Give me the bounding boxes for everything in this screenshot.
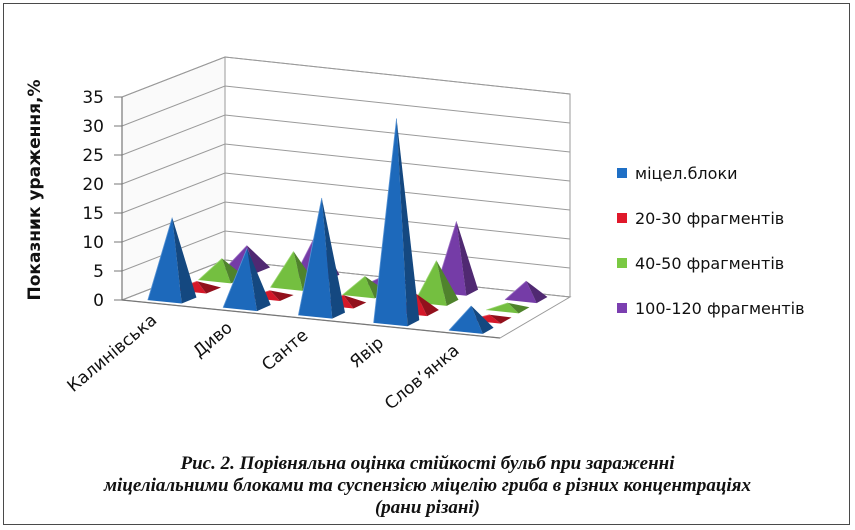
figure-frame	[3, 3, 850, 525]
y-tick-label: 5	[93, 262, 104, 282]
pyramid-bar	[373, 118, 420, 327]
pyramid-front-face	[270, 251, 303, 291]
pyramid-side-face	[396, 118, 420, 327]
pyramid-bar	[222, 248, 271, 312]
pyramid-front-face	[448, 305, 483, 334]
pyramid-side-face	[489, 314, 512, 324]
pyramid-edge	[373, 118, 397, 323]
y-tick-label: 10	[82, 233, 104, 253]
pyramid-bar	[297, 197, 346, 319]
pyramid-edge	[270, 251, 294, 288]
y-tick-label: 0	[93, 291, 104, 311]
pyramid-edge	[297, 197, 323, 316]
pyramid-front-face	[223, 248, 257, 312]
gridline	[121, 143, 571, 185]
pyramid-side-face	[247, 248, 271, 312]
legend-item: 100-120 фрагментів	[617, 297, 847, 319]
y-tick-label: 20	[82, 175, 104, 195]
legend-swatch	[617, 258, 627, 268]
pyramid-front-face	[198, 258, 231, 284]
caption-line-3: (рани різані)	[374, 497, 481, 518]
legend-label: 40-50 фрагментів	[635, 253, 785, 273]
x-axis-line	[121, 299, 501, 339]
pyramid-bar	[504, 280, 548, 304]
pyramid-front-face	[505, 281, 537, 304]
gridline	[121, 85, 571, 127]
x-tick-label: Явір	[346, 333, 387, 372]
pyramid-bar	[486, 302, 530, 314]
x-tick-label: Санте	[258, 326, 312, 376]
legend-label: 100-120 фрагментів	[635, 298, 805, 318]
legend-item: 40-50 фрагментів	[617, 252, 847, 274]
pyramid-front-face	[414, 260, 447, 306]
y-axis-label: Показник ураження,%	[25, 80, 45, 301]
legend-item: міцел.блоки	[617, 162, 847, 184]
pyramid-bar	[147, 217, 197, 304]
x-tick-label: Диво	[189, 318, 236, 362]
pyramid-edge	[198, 258, 223, 281]
pyramid-side-face	[197, 281, 222, 294]
pyramid-edge	[448, 305, 472, 331]
legend-label: міцел.блоки	[635, 163, 738, 183]
pyramid-bar	[448, 305, 494, 334]
gridline	[121, 56, 571, 98]
y-tick-label: 25	[82, 146, 104, 166]
pyramid-side-face	[436, 260, 459, 306]
pyramid-side-face	[508, 302, 530, 314]
pyramid-side-face	[172, 217, 197, 304]
pyramid-side-face	[456, 221, 479, 296]
pyramid-front-face	[373, 118, 408, 327]
y-tick-label: 15	[82, 204, 104, 224]
pyramid-edge	[504, 280, 527, 301]
legend-item: 20-30 фрагментів	[617, 207, 847, 229]
pyramid-front-face	[147, 217, 182, 304]
gridline	[121, 114, 571, 156]
legend-swatch	[617, 168, 627, 178]
x-tick-label: Калинівська	[64, 310, 161, 396]
pyramid-front-face	[342, 276, 375, 299]
pyramid-side-face	[416, 293, 439, 317]
caption-line-1: Рис. 2. Порівняльна оцінка стійкості бул…	[180, 453, 675, 474]
y-tick-label: 35	[82, 88, 104, 108]
legend-label: 20-30 фрагментів	[635, 208, 785, 228]
y-tick-label: 30	[82, 117, 104, 137]
gridline	[121, 172, 571, 214]
pyramid-side-face	[526, 281, 548, 304]
pyramid-side-face	[321, 197, 346, 319]
pyramid-front-face	[486, 302, 519, 314]
pyramid-side-face	[471, 305, 494, 334]
legend-swatch	[617, 303, 627, 313]
pyramid-side-face	[343, 295, 367, 309]
figure-caption: Рис. 2. Порівняльна оцінка стійкості бул…	[0, 453, 855, 519]
pyramid-side-face	[247, 245, 271, 274]
pyramid-side-face	[270, 290, 294, 302]
pyramid-front-face	[298, 197, 333, 319]
legend-swatch	[617, 213, 627, 223]
pyramid-edge	[147, 217, 173, 301]
pyramid-edge	[342, 275, 366, 296]
legend: міцел.блоки 20-30 фрагментів 40-50 фрагмен…	[617, 162, 847, 342]
pyramid-edge	[486, 302, 509, 311]
caption-line-2: міцеліальними блоками та суспензією міце…	[104, 475, 751, 496]
pyramid-edge	[222, 248, 248, 308]
x-tick-label: Слов’янка	[381, 341, 463, 415]
